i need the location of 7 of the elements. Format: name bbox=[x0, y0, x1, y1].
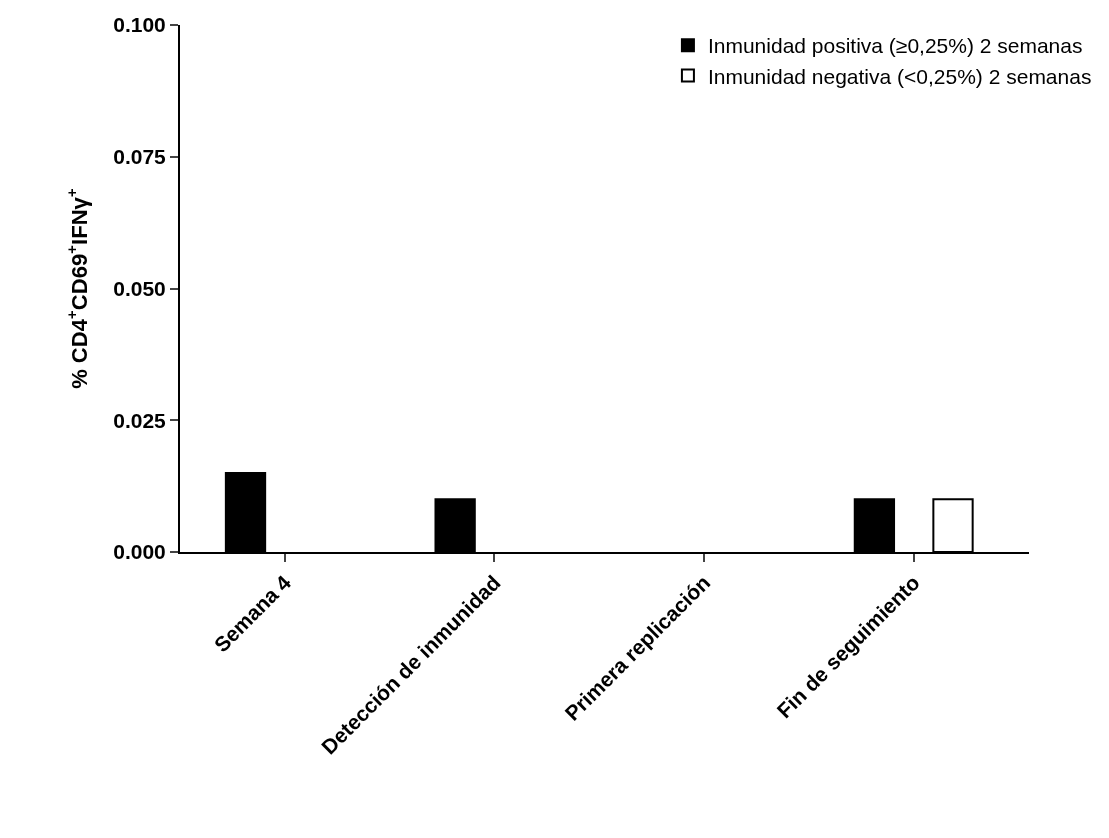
legend-label: Inmunidad negativa (<0,25%) 2 semanas bbox=[707, 64, 1092, 88]
y-tick-label: 0.025 bbox=[113, 408, 167, 432]
y-tick-label: 0.075 bbox=[113, 145, 167, 169]
y-tick-label: 0.000 bbox=[113, 540, 166, 564]
y-tick-label: 0.100 bbox=[113, 13, 166, 37]
y-tick-label: 0.050 bbox=[113, 276, 166, 300]
legend-label: Inmunidad positiva (≥0,25%) 2 semanas bbox=[707, 34, 1083, 58]
